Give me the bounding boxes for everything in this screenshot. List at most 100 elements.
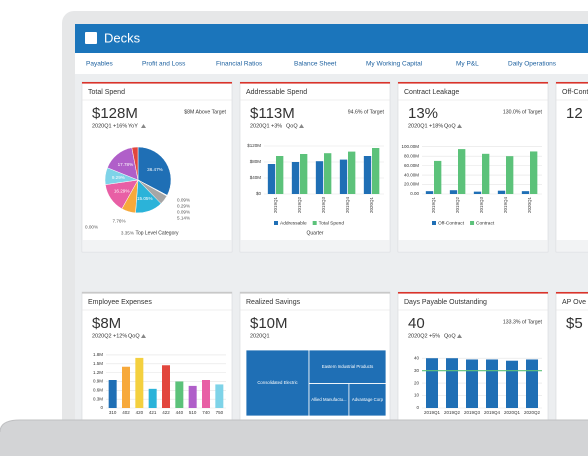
x-tick-label: 2019Q2 [444, 410, 461, 415]
card-comparison: YoY [128, 123, 138, 129]
x-tick-label: 2019Q1 [431, 197, 436, 214]
bar [526, 359, 538, 408]
bar [458, 149, 466, 194]
y-tick-label: 0.9M [93, 379, 103, 384]
header-title: Decks [104, 30, 141, 45]
card-period: 2020Q1 [250, 123, 270, 129]
tab[interactable]: My P&L [456, 61, 479, 68]
laptop-base [0, 420, 588, 456]
card-accent [240, 82, 390, 84]
card-value: $5 [566, 315, 583, 332]
x-tick-label: 310 [109, 410, 117, 415]
x-tick-label: 2019Q3 [479, 197, 484, 214]
treemap-cell [308, 383, 350, 417]
card-title: Total Spend [88, 89, 125, 96]
trend-icon [141, 334, 146, 338]
card-footer [398, 240, 548, 252]
bar [482, 153, 490, 194]
legend-swatch [432, 221, 436, 225]
card-accent [556, 82, 588, 84]
tab[interactable]: Profit and Loss [142, 61, 186, 68]
card-title: AP Ove [562, 299, 586, 306]
bar [108, 380, 117, 408]
x-tick-label: 420 [136, 410, 144, 415]
card-value: $10M [250, 315, 288, 332]
legend-label: Off-Contract [438, 220, 465, 226]
y-tick-label: 0.00 [410, 191, 419, 196]
y-tick-label: 100.00M [401, 144, 419, 149]
y-tick-label: 60.00M [404, 163, 419, 168]
y-tick-label: 1.8M [93, 352, 103, 357]
bar [449, 190, 458, 194]
trend-icon [457, 124, 462, 128]
treemap-cell [245, 349, 310, 417]
card-period: 2020Q2 [408, 333, 428, 339]
card-footer [82, 240, 232, 252]
tab[interactable]: Daily Operations [508, 61, 557, 68]
card-period: 2020Q1 [250, 333, 270, 339]
bar [348, 151, 356, 194]
treemap-label: Allied Manufactu... [311, 397, 346, 402]
x-tick-label: 2020Q1 [527, 197, 532, 214]
bar [324, 153, 332, 194]
x-tick-label: 402 [122, 410, 130, 415]
pie-label: 36.47% [147, 167, 163, 172]
card-accent [82, 82, 232, 84]
bar [339, 159, 348, 194]
card-change: +16% [113, 123, 127, 129]
bar [291, 162, 300, 194]
card[interactable] [81, 291, 233, 442]
bar [215, 384, 224, 408]
tab[interactable]: Payables [86, 61, 113, 68]
bar [315, 161, 324, 194]
bar [202, 380, 210, 408]
card-title: Off-Cont [562, 89, 588, 96]
card-comparison: QoQ [444, 333, 456, 339]
card-footer-label: Top Level Category [135, 230, 179, 236]
card-accent [556, 292, 588, 294]
decks-icon [85, 32, 97, 44]
bar [276, 156, 284, 194]
card-comparison: QoQ [286, 123, 298, 129]
y-tick-label: 30 [414, 368, 420, 373]
x-tick-label: 750 [216, 410, 224, 415]
card-value: $113M [250, 105, 295, 122]
y-tick-label: $80M [250, 159, 262, 164]
card-title: Employee Expenses [88, 299, 152, 306]
tab[interactable]: My Working Capital [366, 61, 423, 68]
card-footer [556, 240, 588, 252]
card-title: Addressable Spend [246, 89, 307, 96]
tab[interactable]: Balance Sheet [294, 61, 336, 68]
bar [497, 190, 506, 194]
pie-label: 0.09% [177, 197, 190, 202]
bar [473, 191, 482, 194]
card[interactable] [555, 291, 588, 442]
x-tick-label: 2019Q3 [321, 197, 326, 214]
card-comparison: QoQ [128, 333, 140, 339]
y-tick-label: 0.6M [93, 388, 103, 393]
x-tick-label: 421 [149, 410, 157, 415]
card-accent [398, 82, 548, 84]
tabs: Payables Profit and Loss Financial Ratios B… [86, 61, 557, 68]
trend-icon [299, 124, 304, 128]
pie-label: 17.78% [118, 162, 134, 167]
card-title: Realized Savings [246, 299, 301, 306]
card-value: 13% [408, 105, 438, 122]
card-note: 94.6% of Target [348, 109, 385, 115]
x-tick-label: 2019Q1 [424, 410, 441, 415]
x-tick-label: 740 [202, 410, 210, 415]
legend-label: Contract [476, 220, 495, 226]
bar [521, 191, 530, 194]
card[interactable] [555, 81, 588, 253]
pie-label: 5.14% [177, 215, 190, 220]
card-accent [82, 292, 232, 294]
bar [486, 359, 498, 408]
y-tick-label: 20.00M [404, 182, 419, 187]
pie-slice [131, 146, 139, 181]
card-footer-label: Quarter [307, 230, 324, 236]
x-tick-label: 2020Q2 [524, 410, 541, 415]
y-tick-label: $120M [247, 143, 261, 148]
bar [506, 360, 518, 408]
tab[interactable]: Financial Ratios [216, 61, 263, 68]
card-change: +3% [271, 123, 282, 129]
